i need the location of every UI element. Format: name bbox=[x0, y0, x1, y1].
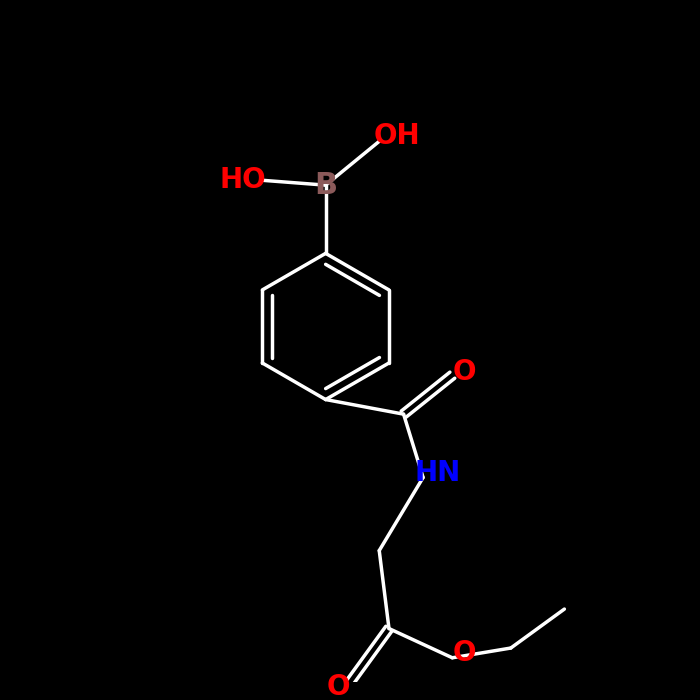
Text: O: O bbox=[327, 673, 350, 700]
Text: HO: HO bbox=[220, 167, 266, 195]
Text: OH: OH bbox=[374, 122, 420, 150]
Text: B: B bbox=[314, 171, 337, 199]
Text: HN: HN bbox=[414, 458, 461, 486]
Text: O: O bbox=[452, 639, 476, 667]
Text: O: O bbox=[452, 358, 476, 386]
